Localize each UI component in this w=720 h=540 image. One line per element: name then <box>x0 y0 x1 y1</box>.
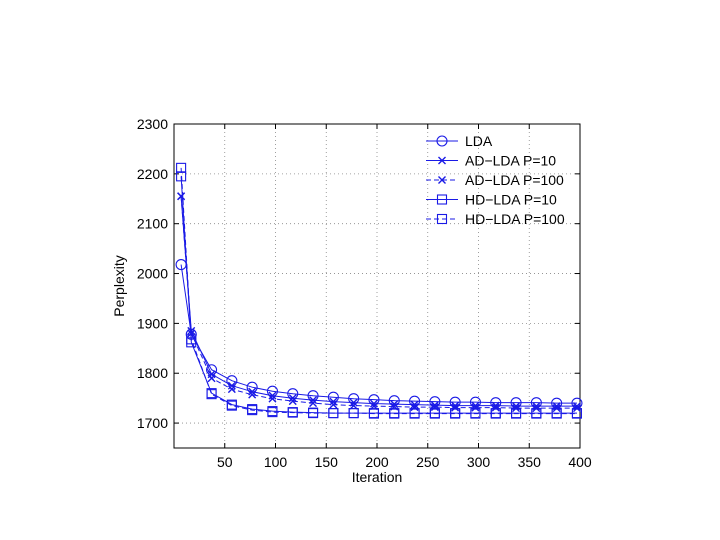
y-tick-label: 2200 <box>137 166 168 182</box>
legend-label: AD−LDA P=100 <box>465 172 564 188</box>
data-point <box>349 398 358 407</box>
legend: LDA AD−LDA P=10 AD−LDA P=100 HD−LDA P=10 HD−… <box>426 133 565 227</box>
y-tick-label: 2100 <box>137 216 168 232</box>
data-point <box>248 390 257 399</box>
series-line <box>180 264 577 404</box>
data-point <box>551 408 562 419</box>
data-point <box>470 408 481 419</box>
data-point <box>186 334 197 345</box>
data-point <box>227 381 236 390</box>
x-tick-label: 300 <box>467 454 491 470</box>
legend-marker <box>436 135 448 147</box>
data-point <box>368 408 380 419</box>
legend-entry: HD−LDA P=100 <box>426 211 565 227</box>
data-point <box>288 397 297 406</box>
data-point <box>531 408 542 419</box>
data-point <box>267 407 278 418</box>
data-point <box>571 408 583 419</box>
legend-marker <box>438 176 446 184</box>
data-point <box>511 408 522 419</box>
legend-marker <box>436 213 448 225</box>
data-point <box>288 394 297 403</box>
data-point <box>227 385 236 394</box>
axis-ticks: 50 100 150 200 250 300 350 400 1700 1800 1900 2000 2… <box>137 116 592 470</box>
data-point <box>491 403 500 412</box>
series-group <box>175 162 583 419</box>
x-axis-label: Iteration <box>352 469 403 485</box>
legend-label: LDA <box>465 133 493 149</box>
data-point <box>187 329 196 338</box>
y-tick-label: 2300 <box>137 116 168 132</box>
legend-label: HD−LDA P=100 <box>465 211 565 227</box>
x-tick-label: 50 <box>217 454 233 470</box>
x-tick-label: 200 <box>365 454 389 470</box>
series-line <box>180 167 577 415</box>
data-point <box>207 374 216 383</box>
series-3 <box>177 192 581 413</box>
data-point <box>177 192 186 201</box>
data-point <box>287 407 298 418</box>
x-tick-label: 400 <box>568 454 592 470</box>
data-point <box>368 394 380 406</box>
legend-label: AD−LDA P=10 <box>465 153 556 169</box>
data-point <box>206 389 217 400</box>
x-tick-label: 350 <box>518 454 542 470</box>
series-5 <box>176 162 583 419</box>
data-point <box>349 401 358 410</box>
y-tick-label: 1700 <box>137 415 168 431</box>
data-point <box>389 408 400 419</box>
data-point <box>329 400 338 409</box>
legend-entry: HD−LDA P=10 <box>426 192 557 208</box>
data-point <box>451 403 460 412</box>
legend-entry: AD−LDA P=100 <box>426 172 564 188</box>
legend-marker <box>438 156 446 165</box>
data-point <box>450 408 461 419</box>
data-point <box>328 408 339 419</box>
data-point <box>309 399 318 408</box>
legend-entry: LDA <box>426 133 493 149</box>
legend-marker <box>436 194 448 205</box>
data-point <box>490 408 501 419</box>
data-point <box>409 408 420 419</box>
x-tick-label: 250 <box>416 454 440 470</box>
y-axis-label: Perplexity <box>111 255 127 316</box>
data-point <box>348 408 359 419</box>
data-point <box>429 408 440 419</box>
legend-label: HD−LDA P=10 <box>465 192 557 208</box>
y-tick-label: 2000 <box>137 266 168 282</box>
data-point <box>471 403 480 412</box>
data-point <box>176 162 187 173</box>
data-point <box>308 408 319 419</box>
data-point <box>329 397 338 406</box>
data-point <box>247 405 258 416</box>
x-tick-label: 100 <box>264 454 288 470</box>
y-tick-label: 1800 <box>137 365 168 381</box>
data-point <box>348 393 360 405</box>
y-tick-label: 1900 <box>137 315 168 331</box>
legend-entry: AD−LDA P=10 <box>426 153 556 169</box>
x-tick-label: 150 <box>315 454 339 470</box>
data-point <box>226 400 237 411</box>
data-point <box>268 394 277 403</box>
